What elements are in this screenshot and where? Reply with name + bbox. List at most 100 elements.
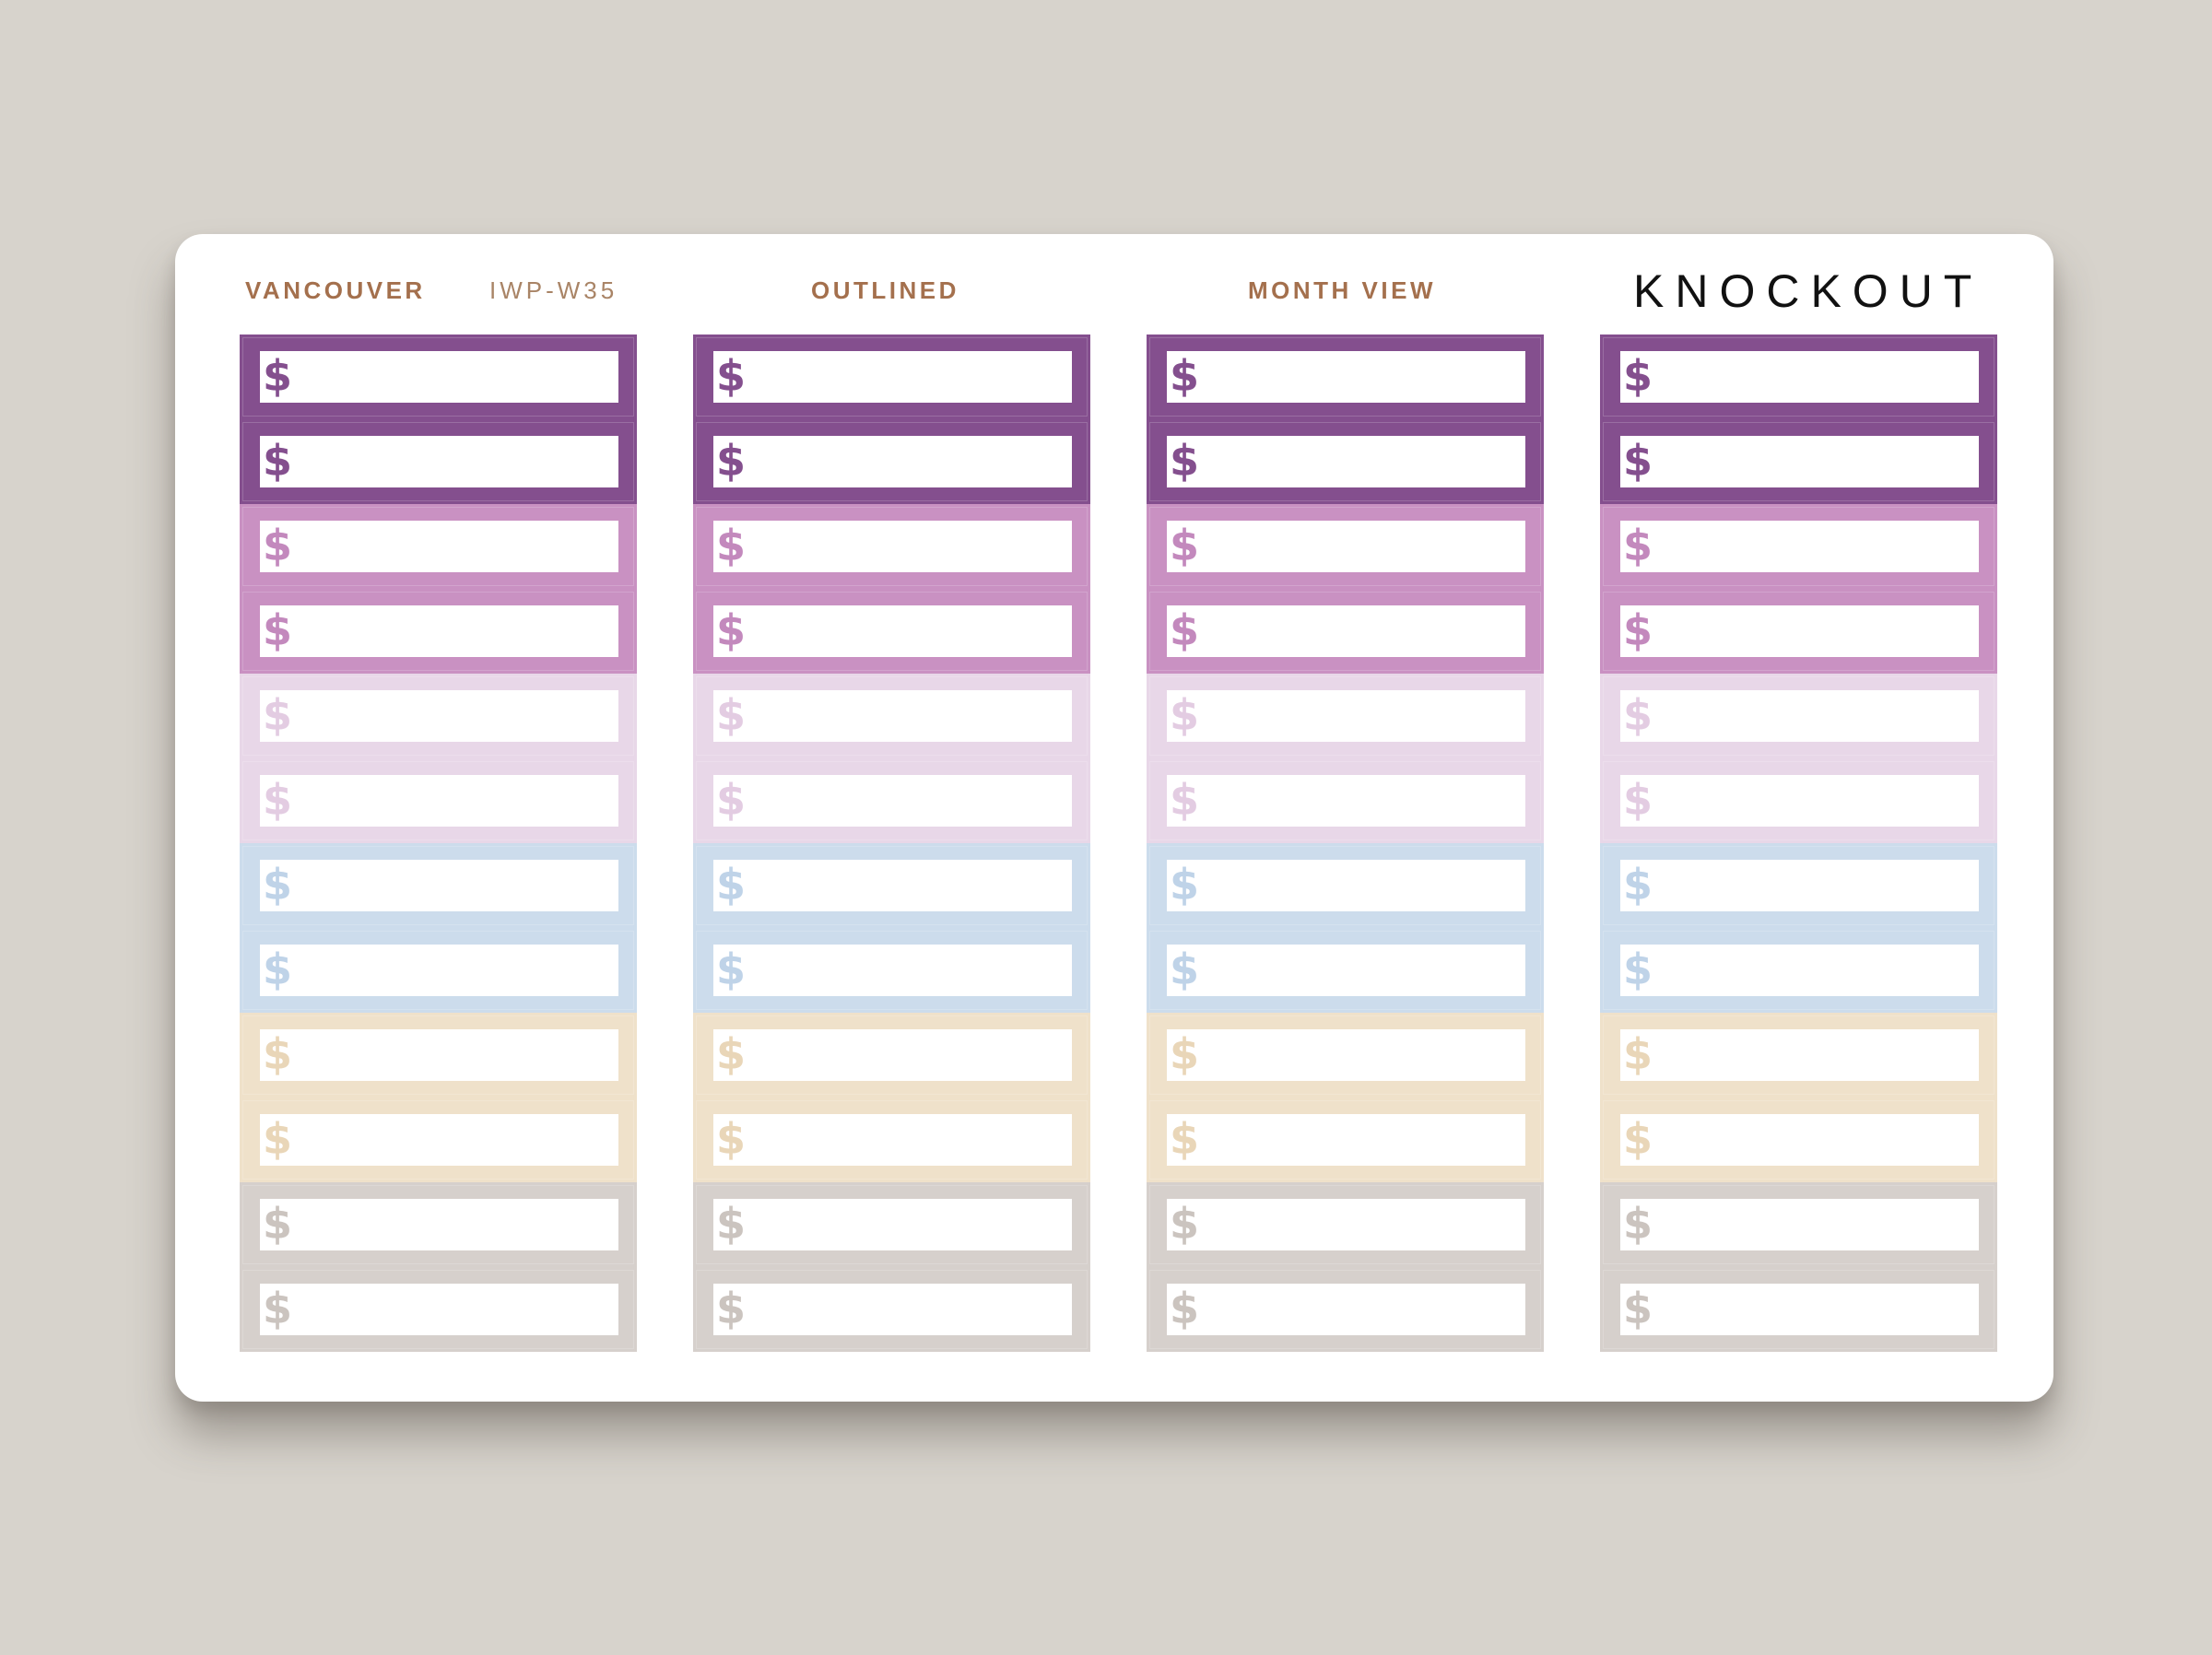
money-sticker-plum: $ <box>240 419 637 504</box>
dollar-sign-icon: $ <box>262 521 292 570</box>
dollar-sign-icon: $ <box>262 945 292 994</box>
dollar-sign-icon: $ <box>262 351 292 401</box>
sticker-write-in-box <box>1620 1114 1979 1166</box>
money-sticker-plum: $ <box>240 335 637 419</box>
brand-label: KNOCKOUT <box>1633 265 1983 317</box>
dollar-sign-icon: $ <box>715 605 746 655</box>
sticker-write-in-box <box>1167 1284 1525 1335</box>
money-sticker-orchid: $ <box>240 504 637 589</box>
dollar-sign-icon: $ <box>1169 1199 1199 1249</box>
dollar-sign-icon: $ <box>1622 1029 1653 1079</box>
money-sticker-greige: $ <box>1600 1267 1997 1352</box>
money-sticker-lilac: $ <box>1600 674 1997 758</box>
money-sticker-sand: $ <box>1600 1097 1997 1182</box>
sticker-write-in-box <box>1167 1114 1525 1166</box>
sticker-column-4: $ $ $ $ $ $ $ $ $ $ $ $ <box>1600 335 1997 1352</box>
dollar-sign-icon: $ <box>715 945 746 994</box>
money-sticker-lilac: $ <box>1147 758 1544 843</box>
sticker-write-in-box <box>713 1114 1072 1166</box>
sticker-write-in-box <box>1167 690 1525 742</box>
money-sticker-sand: $ <box>693 1097 1090 1182</box>
style-label: OUTLINED <box>811 276 959 304</box>
sticker-write-in-box <box>1167 521 1525 572</box>
dollar-sign-icon: $ <box>1169 1029 1199 1079</box>
dollar-sign-icon: $ <box>715 351 746 401</box>
dollar-sign-icon: $ <box>1169 775 1199 825</box>
sticker-write-in-box <box>713 945 1072 996</box>
sticker-write-in-box <box>713 860 1072 911</box>
money-sticker-sky: $ <box>240 843 637 928</box>
money-sticker-lilac: $ <box>240 674 637 758</box>
sticker-write-in-box <box>260 860 618 911</box>
dollar-sign-icon: $ <box>262 1199 292 1249</box>
sticker-write-in-box <box>1167 605 1525 657</box>
money-sticker-sky: $ <box>1147 843 1544 928</box>
money-sticker-greige: $ <box>240 1267 637 1352</box>
dollar-sign-icon: $ <box>715 436 746 486</box>
sticker-write-in-box <box>260 690 618 742</box>
money-sticker-lilac: $ <box>693 758 1090 843</box>
sticker-write-in-box <box>713 1284 1072 1335</box>
sticker-write-in-box <box>713 1199 1072 1250</box>
sticker-write-in-box <box>260 1284 618 1335</box>
dollar-sign-icon: $ <box>715 1114 746 1164</box>
layout-label: MONTH VIEW <box>1248 276 1436 304</box>
sticker-write-in-box <box>1620 605 1979 657</box>
dollar-sign-icon: $ <box>1622 775 1653 825</box>
dollar-sign-icon: $ <box>715 775 746 825</box>
money-sticker-sky: $ <box>1600 843 1997 928</box>
money-sticker-orchid: $ <box>240 589 637 674</box>
sticker-write-in-box <box>713 1029 1072 1081</box>
money-sticker-sand: $ <box>240 1097 637 1182</box>
sticker-write-in-box <box>260 605 618 657</box>
sticker-write-in-box <box>1620 690 1979 742</box>
money-sticker-orchid: $ <box>693 589 1090 674</box>
money-sticker-plum: $ <box>1600 419 1997 504</box>
money-sticker-plum: $ <box>693 335 1090 419</box>
dollar-sign-icon: $ <box>1169 690 1199 740</box>
sticker-write-in-box <box>713 775 1072 827</box>
sticker-write-in-box <box>1620 1029 1979 1081</box>
dollar-sign-icon: $ <box>262 1114 292 1164</box>
sticker-write-in-box <box>1620 351 1979 403</box>
money-sticker-sky: $ <box>693 928 1090 1013</box>
sticker-write-in-box <box>1167 860 1525 911</box>
money-sticker-sand: $ <box>693 1013 1090 1097</box>
dollar-sign-icon: $ <box>1622 351 1653 401</box>
sticker-write-in-box <box>260 1114 618 1166</box>
dollar-sign-icon: $ <box>1622 605 1653 655</box>
sticker-write-in-box <box>713 436 1072 487</box>
sticker-write-in-box <box>260 351 618 403</box>
sticker-write-in-box <box>260 1199 618 1250</box>
dollar-sign-icon: $ <box>262 605 292 655</box>
dollar-sign-icon: $ <box>1169 521 1199 570</box>
money-sticker-plum: $ <box>1600 335 1997 419</box>
dollar-sign-icon: $ <box>262 1284 292 1333</box>
money-sticker-greige: $ <box>240 1182 637 1267</box>
sticker-write-in-box <box>1167 1029 1525 1081</box>
sticker-write-in-box <box>713 690 1072 742</box>
dollar-sign-icon: $ <box>715 521 746 570</box>
money-sticker-orchid: $ <box>1147 589 1544 674</box>
dollar-sign-icon: $ <box>1622 521 1653 570</box>
sticker-write-in-box <box>260 521 618 572</box>
money-sticker-lilac: $ <box>1600 758 1997 843</box>
sticker-write-in-box <box>713 351 1072 403</box>
dollar-sign-icon: $ <box>1169 860 1199 910</box>
sticker-write-in-box <box>1620 1199 1979 1250</box>
sticker-column-2: $ $ $ $ $ $ $ $ $ $ $ $ <box>693 335 1090 1352</box>
dollar-sign-icon: $ <box>262 690 292 740</box>
sticker-write-in-box <box>260 945 618 996</box>
money-sticker-sand: $ <box>1147 1097 1544 1182</box>
money-sticker-sky: $ <box>1147 928 1544 1013</box>
dollar-sign-icon: $ <box>1622 1199 1653 1249</box>
dollar-sign-icon: $ <box>1622 860 1653 910</box>
money-sticker-plum: $ <box>1147 419 1544 504</box>
sticker-write-in-box <box>1620 945 1979 996</box>
dollar-sign-icon: $ <box>1169 1284 1199 1333</box>
product-code: IWP-W35 <box>489 276 618 304</box>
money-sticker-orchid: $ <box>693 504 1090 589</box>
sticker-write-in-box <box>260 1029 618 1081</box>
dollar-sign-icon: $ <box>715 1284 746 1333</box>
money-sticker-greige: $ <box>693 1267 1090 1352</box>
